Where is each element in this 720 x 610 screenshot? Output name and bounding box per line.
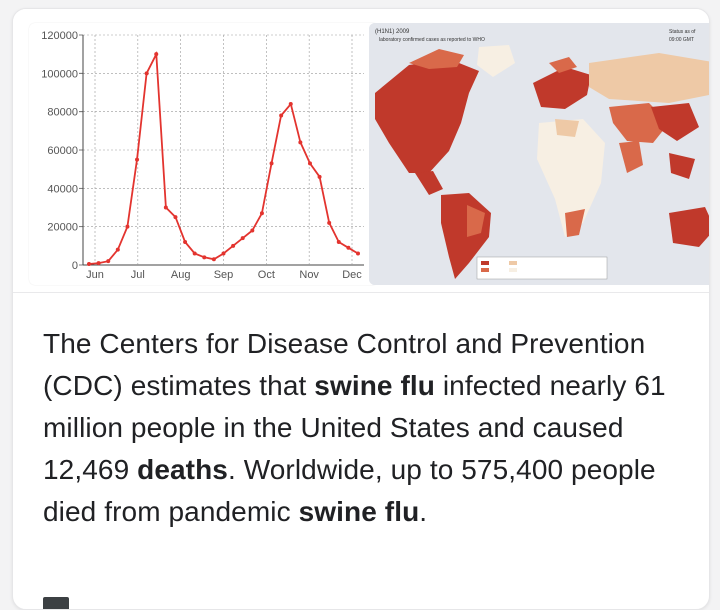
result-card: 0 20000 40000 60000 80000 100000 120000 Jun Jul A…	[12, 8, 710, 610]
data-point	[346, 245, 351, 250]
divider	[13, 292, 709, 293]
data-point	[288, 102, 293, 106]
x-tick-label: Sep	[214, 269, 234, 281]
x-tick-label: Jun	[86, 269, 104, 281]
snippet-part-3: . Worldwide, up to 575,400 people died f…	[43, 454, 656, 527]
featured-snippet-text: The Centers for Disease Control and Prev…	[43, 323, 693, 533]
data-point	[279, 113, 284, 118]
cases-line-chart: 0 20000 40000 60000 80000 100000 120000 Jun Jul A…	[41, 30, 364, 281]
data-point	[106, 259, 111, 264]
image-carousel[interactable]: 0 20000 40000 60000 80000 100000 120000 Jun Jul A…	[13, 9, 709, 289]
data-point	[87, 262, 91, 267]
data-point	[240, 236, 245, 241]
x-tick-label: Aug	[171, 269, 191, 281]
data-point	[173, 215, 178, 220]
data-point	[96, 261, 101, 266]
data-point	[231, 243, 236, 248]
map-header-left: (H1N1) 2009	[375, 29, 410, 35]
snippet-part-1: The Centers for Disease Control and Prev…	[43, 328, 646, 401]
chart-thumbnail[interactable]: 0 20000 40000 60000 80000 100000 120000 Jun Jul A…	[29, 23, 379, 285]
data-point	[202, 255, 207, 260]
y-tick-label: 0	[72, 260, 78, 272]
data-point	[163, 205, 168, 210]
snippet-bold-swine-flu-2: swine flu	[298, 496, 420, 527]
data-point	[259, 211, 264, 216]
map-header-right: Status as of	[669, 29, 696, 35]
data-point	[211, 257, 216, 262]
world-map: (H1N1) 2009 laboratory confirmed cases a…	[369, 23, 709, 285]
data-point	[154, 52, 159, 57]
snippet-part-4: .	[419, 496, 428, 527]
world-map-thumbnail[interactable]: (H1N1) 2009 laboratory confirmed cases a…	[369, 23, 709, 285]
snippet-bold-deaths: deaths	[137, 454, 228, 485]
data-point	[307, 161, 312, 166]
y-tick-label: 100000	[41, 68, 78, 80]
data-point	[192, 251, 197, 256]
data-point	[336, 240, 341, 244]
map-header-right-time: 09:00 GMT	[669, 37, 694, 43]
x-tick-label: Dec	[342, 269, 362, 281]
data-point	[125, 224, 130, 229]
data-point	[144, 71, 149, 76]
y-tick-label: 20000	[47, 222, 78, 234]
favicon-icon	[43, 597, 69, 609]
data-point	[183, 240, 188, 244]
snippet-part-2: infected nearly 61 million people in the…	[43, 370, 666, 485]
data-point	[298, 140, 303, 145]
data-point	[327, 220, 332, 225]
map-header-sub: laboratory confirmed cases as reported t…	[379, 37, 485, 43]
y-tick-label: 40000	[47, 183, 78, 195]
data-point	[269, 161, 274, 166]
y-tick-label: 60000	[47, 145, 78, 157]
y-tick-label: 120000	[41, 30, 78, 42]
data-point	[317, 174, 322, 179]
data-point	[221, 251, 226, 256]
data-point	[135, 157, 140, 162]
data-point	[250, 228, 255, 233]
y-tick-label: 80000	[47, 107, 78, 119]
snippet-bold-swine-flu: swine flu	[314, 370, 435, 401]
data-point	[356, 251, 360, 256]
x-tick-label: Nov	[299, 269, 319, 281]
x-tick-label: Jul	[131, 269, 145, 281]
x-tick-label: Oct	[258, 269, 275, 281]
data-point	[115, 247, 120, 252]
